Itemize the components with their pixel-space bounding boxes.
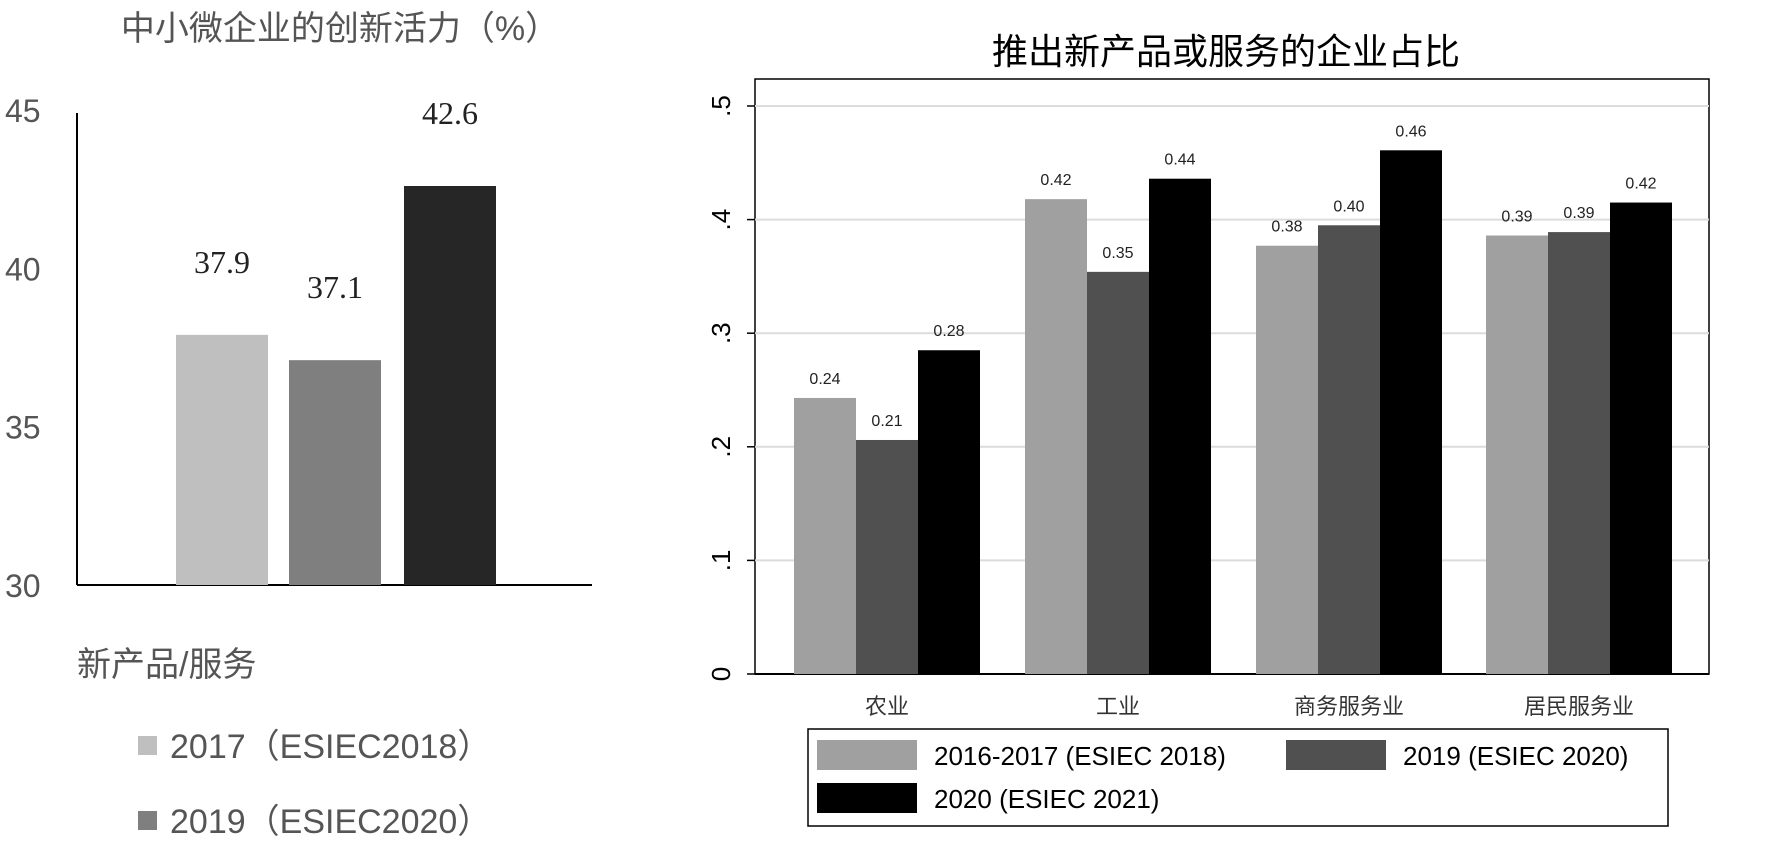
data-label: 37.1 [307, 269, 363, 305]
y-tick-label: .5 [706, 95, 736, 117]
legend-label: 2016-2017 (ESIEC 2018) [934, 741, 1226, 771]
data-label: 0.46 [1395, 123, 1426, 140]
data-label: 0.21 [871, 413, 902, 430]
x-tick-label: 商务服务业 [1294, 694, 1404, 719]
data-label: 0.35 [1102, 245, 1133, 262]
bar [1486, 235, 1548, 674]
chart-title: 推出新产品或服务的企业占比 [992, 31, 1460, 72]
chart-title: 中小微企业的创新活力（%） [121, 10, 559, 48]
x-tick-label: 农业 [865, 694, 909, 719]
legend-label: 2020 (ESIEC 2021) [934, 784, 1159, 814]
bar [918, 350, 980, 674]
y-tick-label: 30 [5, 568, 41, 604]
y-tick-label: .1 [706, 550, 736, 572]
data-label: 0.39 [1501, 209, 1532, 226]
data-label: 0.28 [933, 323, 964, 340]
bar [1149, 178, 1211, 675]
bar [1610, 202, 1672, 674]
bar [1025, 199, 1087, 675]
data-label: 0.38 [1271, 219, 1302, 236]
y-tick-label: 40 [5, 251, 41, 287]
data-label: 0.44 [1164, 152, 1195, 169]
bar [1380, 150, 1442, 674]
x-tick-label: 居民服务业 [1524, 694, 1634, 719]
bar [404, 186, 496, 585]
legend-swatch [1286, 740, 1386, 770]
x-axis-label: 新产品/服务 [77, 646, 256, 684]
legend-label: 2019（ESIEC2020） [170, 803, 491, 841]
bar [856, 439, 918, 674]
left-chart: 中小微企业的创新活力（%） 30 35 40 45 37.9 37.1 42.6 新产品/服务 2… [5, 10, 592, 841]
data-label: 42.6 [422, 95, 478, 131]
legend-label: 2019 (ESIEC 2020) [1403, 741, 1628, 771]
y-tick-label: 0 [706, 667, 736, 681]
legend-label: 2017（ESIEC2018） [170, 728, 491, 766]
bar [1548, 232, 1610, 674]
data-label: 0.39 [1563, 205, 1594, 222]
y-tick-label: .2 [706, 436, 736, 458]
legend [807, 728, 1669, 827]
data-label: 0.42 [1040, 172, 1071, 189]
y-tick-label: .4 [706, 209, 736, 231]
legend-swatch [138, 736, 157, 755]
legend-swatch [817, 740, 917, 770]
data-label: 0.40 [1333, 198, 1364, 215]
y-tick-label: 35 [5, 410, 41, 446]
data-label: 0.42 [1625, 176, 1656, 193]
bar [289, 360, 381, 585]
data-label: 37.9 [194, 244, 250, 280]
x-tick-label: 工业 [1096, 694, 1140, 719]
y-tick-label: .3 [706, 322, 736, 344]
right-chart: 推出新产品或服务的企业占比 0 .1 .2 .3 .4 .5 0.24 0.21 0.28 农业 0.… [706, 31, 1710, 827]
y-tick-label: 45 [5, 93, 41, 129]
legend-swatch [817, 783, 917, 813]
bar [794, 397, 856, 674]
legend-swatch [138, 811, 157, 830]
bar [1318, 225, 1380, 674]
bar [1256, 245, 1318, 674]
bar [176, 334, 268, 585]
bar [1087, 271, 1149, 674]
data-label: 0.24 [809, 371, 840, 388]
